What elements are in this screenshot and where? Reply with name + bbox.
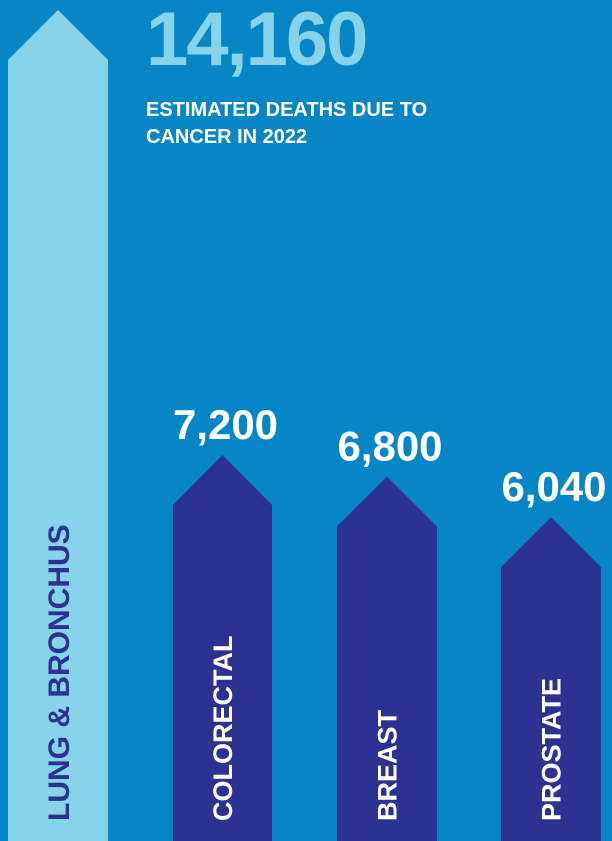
category-label-prostate: PROSTATE (537, 678, 567, 821)
category-label-breast: BREAST (373, 709, 403, 821)
bar-arrow-prostate (501, 517, 601, 841)
category-label-lung-and-bronchus: LUNG & BRONCHUS (43, 524, 76, 821)
bar-arrow-breast (337, 476, 437, 841)
value-label-breast: 6,800 (337, 422, 442, 469)
category-label-colorectal: COLORECTAL (208, 636, 238, 821)
headline-label: ESTIMATED DEATHS DUE TO CANCER IN 2022 (146, 99, 428, 148)
value-label-prostate: 6,040 (501, 463, 606, 510)
headline-value: 14,160 (146, 0, 368, 82)
bar-arrow-lung-and-bronchus (8, 10, 108, 841)
value-label-colorectal: 7,200 (173, 401, 278, 448)
bar-arrow-colorectal (173, 455, 272, 841)
